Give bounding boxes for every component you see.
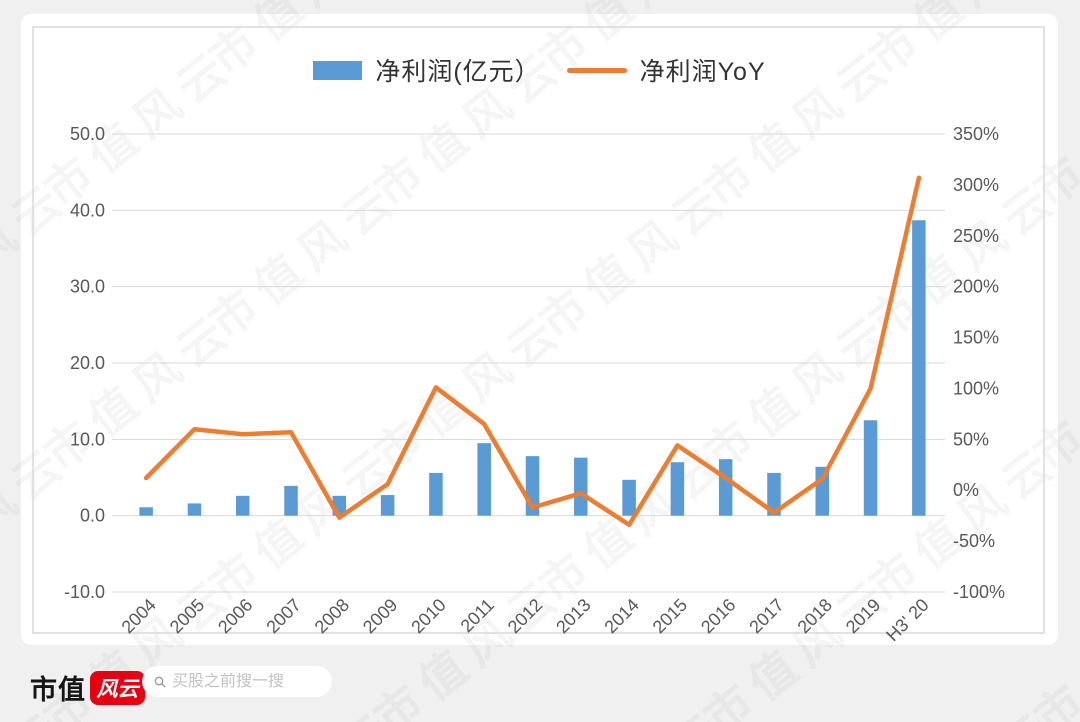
x-axis-label-2015: 2015 bbox=[649, 595, 691, 637]
bar-2014 bbox=[622, 479, 636, 516]
brand-logo: 市值 风云 bbox=[30, 668, 145, 707]
left-axis-tick-label: 30.0 bbox=[70, 277, 105, 297]
legend-item-net-profit: 净利润(亿元） bbox=[313, 52, 540, 88]
bar-series-swatch bbox=[313, 60, 363, 80]
x-axis-label-2007: 2007 bbox=[262, 595, 304, 637]
bar-2006 bbox=[235, 495, 250, 516]
brand-logo-badge: 风云 bbox=[90, 670, 145, 705]
bar-H3' 20 bbox=[912, 220, 926, 516]
right-axis-tick-label: -50% bbox=[953, 531, 995, 551]
bar-2017 bbox=[767, 472, 781, 516]
x-axis-label-2013: 2013 bbox=[552, 595, 594, 637]
x-axis-label-2008: 2008 bbox=[311, 595, 353, 637]
bar-2009 bbox=[380, 495, 395, 516]
x-axis-label-2006: 2006 bbox=[214, 595, 256, 637]
x-axis-label-2005: 2005 bbox=[166, 595, 208, 637]
search-input[interactable] bbox=[172, 672, 322, 691]
left-axis-tick-label: 0.0 bbox=[80, 506, 105, 526]
chart-area-border bbox=[32, 26, 1045, 634]
combo-chart: 50.0 40.0 30.0 20.0 10.0 0.0 -10.0 350% 300% 250%… bbox=[32, 26, 1045, 646]
left-axis-tick-label: 50.0 bbox=[70, 124, 105, 144]
legend-item-yoy: 净利润YoY bbox=[566, 52, 766, 88]
x-axis-label-2004: 2004 bbox=[118, 595, 160, 637]
left-axis-tick-label: -10.0 bbox=[64, 582, 105, 602]
x-axis-label-2017: 2017 bbox=[745, 595, 787, 637]
right-axis-tick-label: -100% bbox=[953, 582, 1005, 602]
brand-logo-text: 市值 bbox=[30, 675, 86, 705]
right-axis-tick-label: 0% bbox=[953, 480, 979, 500]
bar-2015 bbox=[670, 462, 685, 516]
x-axis-label-2009: 2009 bbox=[359, 595, 401, 637]
right-axis-tick-label: 300% bbox=[953, 175, 999, 195]
bar-2007 bbox=[284, 485, 298, 516]
left-axis-tick-label: 20.0 bbox=[70, 353, 105, 373]
right-axis-tick-label: 100% bbox=[953, 378, 999, 398]
search-box[interactable] bbox=[142, 666, 332, 697]
x-axis-label-2011: 2011 bbox=[457, 595, 499, 637]
bar-2005 bbox=[187, 503, 202, 516]
yoy-line bbox=[143, 175, 922, 528]
x-axis-label-2010: 2010 bbox=[407, 595, 449, 637]
chart-legend: 净利润(亿元） 净利润YoY bbox=[21, 52, 1058, 88]
right-axis-tick-label: 250% bbox=[953, 226, 999, 246]
bar-2016 bbox=[718, 459, 733, 516]
x-axis-label-2016: 2016 bbox=[697, 595, 739, 637]
x-axis-label-2018: 2018 bbox=[794, 595, 836, 637]
bar-2013 bbox=[574, 457, 588, 516]
line-series-label: 净利润YoY bbox=[639, 58, 766, 86]
x-axis-label-2012: 2012 bbox=[504, 595, 546, 637]
line-series-swatch bbox=[566, 67, 627, 73]
right-axis-tick-label: 150% bbox=[953, 328, 999, 348]
bar-2019 bbox=[863, 420, 878, 516]
bar-2010 bbox=[429, 472, 443, 516]
bar-2011 bbox=[477, 443, 491, 516]
left-axis-tick-label: 40.0 bbox=[70, 200, 105, 220]
right-axis-tick-label: 350% bbox=[953, 124, 999, 144]
x-axis-label-2019: 2019 bbox=[842, 595, 884, 637]
right-axis-tick-label: 50% bbox=[953, 429, 989, 449]
bar-2004 bbox=[139, 507, 153, 516]
right-axis-tick-label: 200% bbox=[953, 277, 999, 297]
footer-bar: 市值 风云 bbox=[0, 645, 1080, 722]
x-axis-label-H3' 20: H3' 20 bbox=[882, 595, 933, 646]
left-axis-tick-label: 10.0 bbox=[70, 429, 105, 449]
bar-series-label: 净利润(亿元） bbox=[375, 58, 541, 86]
x-axis-label-2014: 2014 bbox=[600, 595, 642, 637]
search-icon bbox=[154, 676, 166, 687]
